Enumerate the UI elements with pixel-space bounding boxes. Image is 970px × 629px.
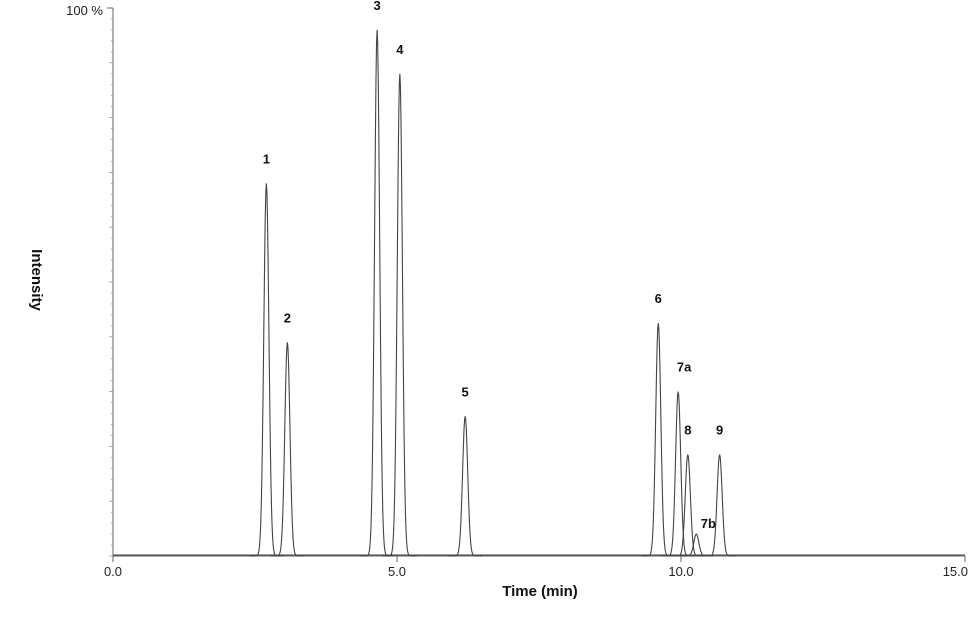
x-tick-label: 10.0 [668, 564, 693, 579]
x-axis-ticks: 0.0 5.0 10.0 15.0 [104, 556, 968, 579]
peak-trace-3 [360, 29, 395, 557]
peak-label-1: 1 [263, 151, 270, 166]
peak-trace-6 [641, 323, 676, 557]
peak-label-4: 4 [396, 42, 404, 57]
axes [112, 8, 965, 557]
peak-label-8: 8 [684, 423, 691, 438]
peak-trace-2 [270, 342, 305, 557]
y-tick-label: 100 % [66, 3, 103, 18]
peak-trace-8 [670, 454, 705, 557]
chromatogram-traces [113, 29, 965, 557]
peak-label-6: 6 [655, 291, 662, 306]
peak-label-2: 2 [284, 310, 291, 325]
peak-label-5: 5 [462, 384, 469, 399]
y-axis-title: Intensity [28, 249, 45, 311]
x-tick-label: 5.0 [388, 564, 406, 579]
peak-trace-5 [448, 416, 483, 557]
x-tick-label: 15.0 [943, 564, 968, 579]
peak-label-3: 3 [374, 0, 381, 13]
peak-label-7b: 7b [701, 516, 716, 531]
peak-label-7a: 7a [677, 360, 692, 375]
peak-trace-1 [249, 183, 284, 557]
peak-labels: 1 2 3 4 5 6 7a 8 7b 9 [263, 0, 723, 531]
x-tick-label: 0.0 [104, 564, 122, 579]
peak-trace-7a [661, 391, 696, 557]
x-axis-title: Time (min) [502, 583, 578, 600]
y-axis-ticks: 100 % [66, 3, 113, 18]
peak-trace-4 [382, 73, 417, 557]
peak-label-9: 9 [716, 423, 723, 438]
y-axis-minor-ticks [109, 7, 113, 557]
peak-trace-9 [702, 454, 737, 557]
